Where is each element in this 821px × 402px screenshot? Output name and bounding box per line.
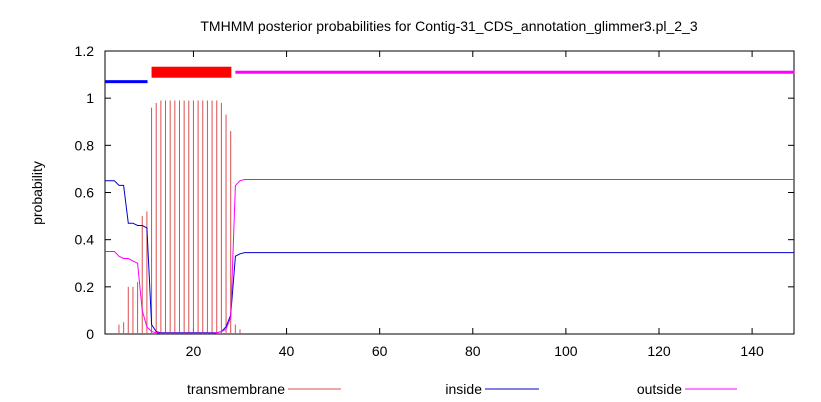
x-tick-label: 100	[554, 343, 578, 359]
x-tick-label: 120	[647, 343, 671, 359]
x-tick-label: 60	[372, 343, 388, 359]
y-tick-label: 0.6	[75, 185, 95, 201]
plot-frame	[104, 50, 795, 335]
transmembrane-impulses	[118, 100, 241, 334]
topology-outside	[235, 70, 795, 74]
outside-line	[105, 179, 794, 334]
y-tick-label: 1.2	[75, 43, 95, 59]
axis-ticks	[105, 50, 794, 335]
y-axis-label: probability	[29, 161, 45, 225]
legend-label-inside: inside	[445, 381, 482, 397]
x-tick-label: 80	[465, 343, 481, 359]
chart-title: TMHMM posterior probabilities for Contig…	[200, 18, 697, 34]
y-tick-label: 0.8	[75, 137, 95, 153]
legend-label-transmembrane: transmembrane	[187, 381, 285, 397]
topology-transmembrane	[151, 66, 232, 78]
y-tick-label: 0.4	[75, 232, 95, 248]
legend: transmembrane inside outside	[187, 381, 737, 397]
x-tick-label: 40	[279, 343, 295, 359]
inside-line	[105, 180, 794, 334]
topology-inside	[105, 80, 148, 84]
x-tick-label: 140	[740, 343, 764, 359]
y-tick-label: 0.2	[75, 279, 95, 295]
y-tick-label: 1	[86, 90, 94, 106]
tick-labels: 0 0.2 0.4 0.6 0.8 1 1.2 20 40 60 80 100 120 140	[75, 43, 764, 359]
legend-label-outside: outside	[637, 381, 682, 397]
probability-lines	[105, 179, 794, 334]
x-tick-label: 20	[186, 343, 202, 359]
topology-bars	[105, 66, 795, 84]
y-tick-label: 0	[86, 326, 94, 342]
